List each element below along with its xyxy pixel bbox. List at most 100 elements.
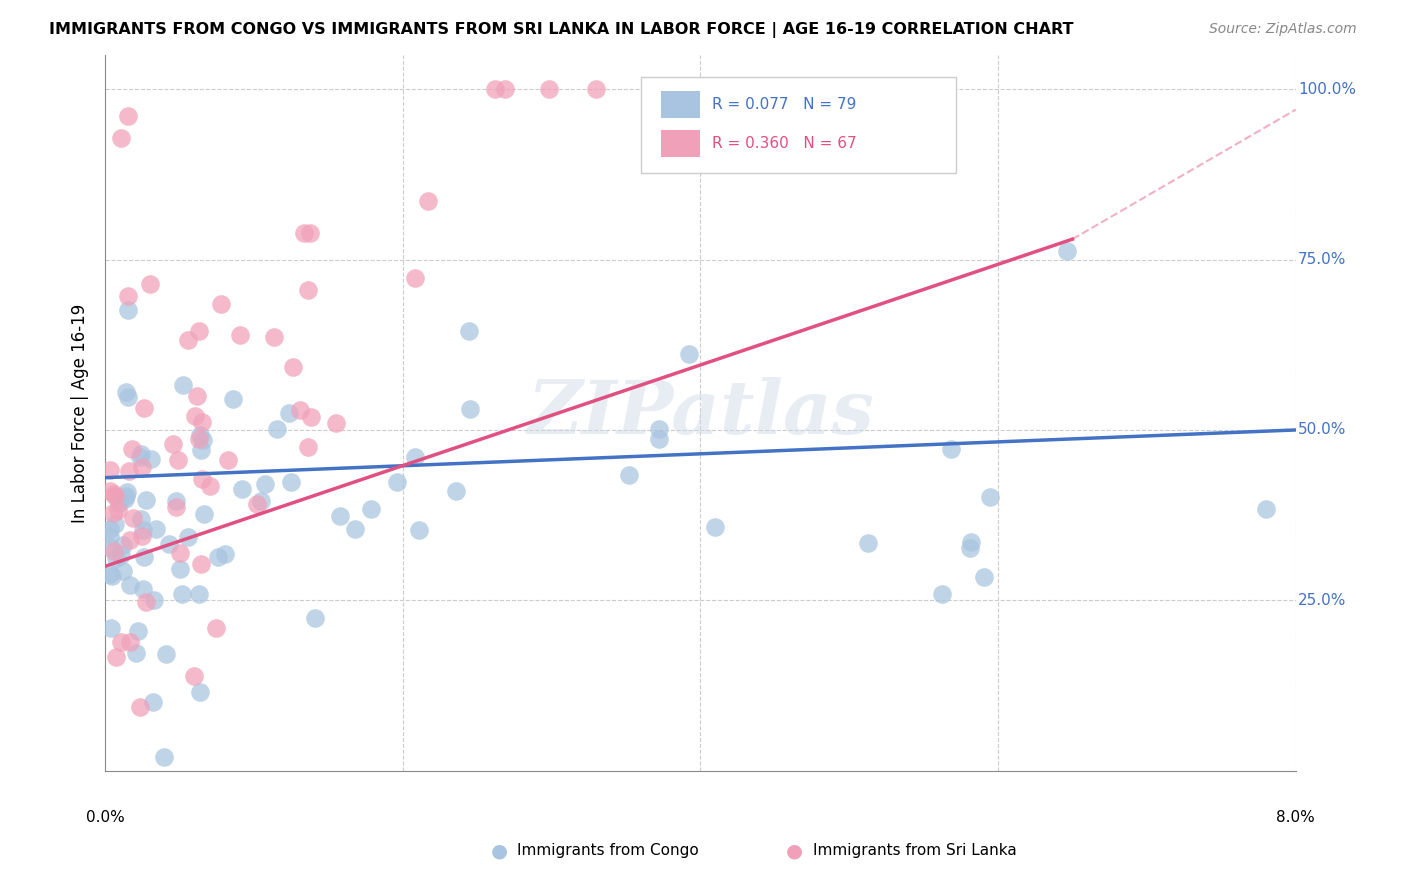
- Point: [120, 533, 142, 547]
- Point: [266, 422, 288, 436]
- Point: [187, 586, 209, 600]
- Point: [118, 634, 141, 648]
- Point: [120, 578, 142, 592]
- Point: [135, 492, 157, 507]
- Bar: [661, 91, 700, 118]
- Point: [139, 277, 162, 291]
- Point: [125, 646, 148, 660]
- Text: 50.0%: 50.0%: [1298, 423, 1347, 437]
- Point: [868, 82, 890, 96]
- Point: [458, 402, 481, 417]
- Point: [200, 479, 222, 493]
- Point: [145, 522, 167, 536]
- Y-axis label: In Labor Force | Age 16-19: In Labor Force | Age 16-19: [72, 303, 89, 523]
- Point: [209, 297, 232, 311]
- Point: [110, 131, 132, 145]
- Point: [100, 621, 122, 635]
- Point: [98, 522, 121, 536]
- Point: [249, 494, 271, 508]
- Point: [703, 519, 725, 533]
- Point: [304, 610, 326, 624]
- Point: [299, 410, 322, 425]
- Text: 75.0%: 75.0%: [1298, 252, 1347, 267]
- Point: [98, 567, 121, 582]
- Point: [654, 82, 676, 96]
- Point: [101, 569, 124, 583]
- Point: [155, 648, 177, 662]
- Point: [280, 475, 302, 489]
- Point: [408, 523, 430, 537]
- Point: [298, 226, 321, 240]
- Text: IMMIGRANTS FROM CONGO VS IMMIGRANTS FROM SRI LANKA IN LABOR FORCE | AGE 16-19 CO: IMMIGRANTS FROM CONGO VS IMMIGRANTS FROM…: [49, 22, 1074, 38]
- Point: [205, 621, 228, 635]
- Point: [114, 492, 136, 507]
- Point: [959, 534, 981, 549]
- Point: [188, 428, 211, 442]
- Point: [184, 409, 207, 423]
- Point: [104, 489, 127, 503]
- Point: [458, 324, 481, 338]
- Point: [98, 483, 121, 498]
- Point: [153, 750, 176, 764]
- Point: [117, 110, 139, 124]
- Point: [1254, 502, 1277, 516]
- Point: [297, 440, 319, 454]
- Text: Immigrants from Congo: Immigrants from Congo: [517, 844, 699, 858]
- Point: [446, 483, 468, 498]
- Point: [132, 582, 155, 596]
- Point: [188, 685, 211, 699]
- Point: [110, 548, 132, 562]
- Point: [329, 509, 352, 524]
- Point: [132, 523, 155, 537]
- Point: [281, 360, 304, 375]
- Point: [648, 422, 671, 436]
- Point: [288, 403, 311, 417]
- Point: [103, 544, 125, 558]
- Point: [129, 512, 152, 526]
- Point: [131, 460, 153, 475]
- Point: [131, 529, 153, 543]
- Point: [143, 593, 166, 607]
- Point: [132, 401, 155, 416]
- Point: [115, 485, 138, 500]
- Text: Immigrants from Sri Lanka: Immigrants from Sri Lanka: [813, 844, 1017, 858]
- Point: [103, 486, 125, 500]
- Text: 8.0%: 8.0%: [1277, 810, 1315, 825]
- Point: [959, 541, 981, 555]
- Point: [229, 328, 252, 343]
- Text: R = 0.077   N = 79: R = 0.077 N = 79: [713, 97, 856, 112]
- Point: [111, 538, 134, 552]
- Point: [263, 330, 285, 344]
- Point: [127, 624, 149, 638]
- Point: [98, 462, 121, 476]
- Point: [135, 595, 157, 609]
- Point: [278, 406, 301, 420]
- Point: [973, 570, 995, 584]
- Point: [858, 536, 880, 550]
- Point: [207, 550, 229, 565]
- Point: [177, 333, 200, 347]
- Point: [292, 227, 315, 241]
- Point: [617, 468, 640, 483]
- Text: 0.0%: 0.0%: [86, 810, 125, 825]
- Bar: [661, 129, 700, 157]
- Point: [254, 477, 277, 491]
- Point: [157, 537, 180, 551]
- Point: [768, 82, 790, 96]
- Text: R = 0.360   N = 67: R = 0.360 N = 67: [713, 136, 858, 151]
- Point: [129, 447, 152, 461]
- Text: ●: ●: [786, 841, 803, 861]
- Point: [190, 442, 212, 457]
- Point: [217, 453, 239, 467]
- Point: [115, 489, 138, 503]
- Point: [246, 497, 269, 511]
- Point: [191, 434, 214, 448]
- Point: [101, 506, 124, 520]
- Point: [360, 502, 382, 516]
- Point: [405, 271, 427, 285]
- Text: 25.0%: 25.0%: [1298, 593, 1347, 607]
- Point: [134, 550, 156, 565]
- Point: [121, 511, 143, 525]
- Point: [484, 82, 506, 96]
- Point: [186, 389, 208, 403]
